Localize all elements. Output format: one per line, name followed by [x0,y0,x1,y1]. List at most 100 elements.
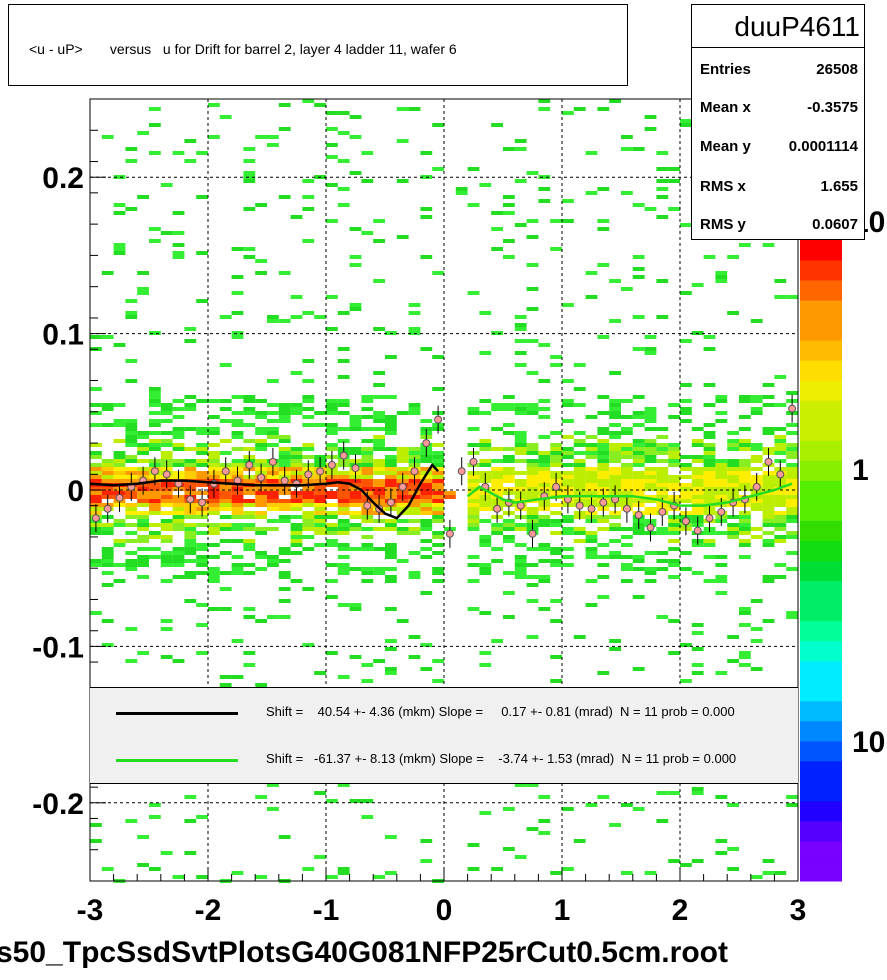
heat-cell [361,475,374,479]
heat-cell [184,795,197,799]
heat-cell [668,619,680,623]
heat-cell [337,471,350,475]
heat-cell [774,375,787,379]
heat-cell [632,475,645,479]
heat-cell [668,451,680,455]
heat-cell [550,247,562,251]
stat-value: -0.3575 [807,99,858,116]
heat-cell [267,475,279,479]
heat-cell [727,803,739,807]
heat-cell [373,479,385,483]
heat-cell [408,511,421,515]
heat-cell [562,515,574,519]
heat-cell [680,455,692,459]
heat-cell [739,439,751,443]
heat-cell [562,455,574,459]
heat-cell [385,467,397,471]
heat-cell [408,311,421,315]
heat-cell [514,363,527,367]
heat-cell [644,551,657,555]
heat-cell [385,331,397,335]
heat-cell [621,463,633,467]
heat-cell [361,467,374,471]
heat-cell [550,451,562,455]
heat-cell [326,651,338,655]
heat-cell [361,535,374,539]
heat-cell [243,423,256,427]
heat-cell [786,499,798,503]
heat-cell [514,543,527,547]
heat-cell [101,523,114,527]
heat-cell [172,515,185,519]
heat-cell [231,511,244,515]
heat-cell [503,431,515,435]
heat-cell [786,503,798,507]
heat-cell [550,447,562,451]
heat-cell [408,403,421,407]
heat-cell [432,271,444,275]
heat-cell [113,203,126,207]
heat-cell [314,511,326,515]
heat-cell [668,403,680,407]
heat-cell [396,139,409,143]
heat-cell [573,387,586,391]
heat-cell [727,523,739,527]
heat-cell [326,403,338,407]
heat-cell [337,783,350,787]
heat-cell [550,511,562,515]
heat-cell [160,403,173,407]
heat-cell [503,471,515,475]
heat-cell [573,635,586,639]
heat-cell [585,451,598,455]
heat-cell [668,547,680,551]
heat-cell [373,571,385,575]
x-tick-label: -3 [77,894,104,927]
heat-cell [302,519,315,523]
heat-cell [208,567,220,571]
heat-cell [337,495,350,499]
heat-cell [774,511,787,515]
heat-cell [219,499,232,503]
heat-cell [160,411,173,415]
heat-cell [290,459,303,463]
heat-cell [562,807,574,811]
profile-point [115,493,124,502]
heat-cell [538,99,551,103]
stat-mean-x: Mean x -0.3575 [700,99,858,119]
heat-cell [326,523,338,527]
heat-cell [267,495,279,499]
heat-cell [750,667,763,671]
heat-cell [538,199,551,203]
colorbar-segment [800,420,842,441]
heat-cell [396,451,409,455]
heat-cell [467,291,480,295]
heat-cell [526,479,539,483]
colorbar-segment [800,680,842,702]
heat-cell [786,567,798,571]
heat-cell [337,439,350,443]
heat-cell [267,783,279,787]
heat-cell [314,515,326,519]
heat-cell [715,851,728,855]
heat-cell [208,459,220,463]
heat-cell [267,143,279,147]
heat-cell [491,467,503,471]
heat-cell [715,475,728,479]
heat-cell [184,527,197,531]
heat-cell [432,123,444,127]
heat-cell [184,551,197,555]
heat-cell [160,559,173,563]
heat-cell [219,571,232,575]
heat-cell [137,559,149,563]
heat-cell [90,479,102,483]
heat-cell [432,459,444,463]
heat-cell [786,611,798,615]
heat-cell [550,679,562,683]
heat-cell [467,499,480,503]
heat-cell [739,399,751,403]
heat-cell [219,491,232,495]
heat-cell [302,523,315,527]
heat-cell [90,823,102,827]
heat-cell [514,315,527,319]
heat-cell [243,247,256,251]
